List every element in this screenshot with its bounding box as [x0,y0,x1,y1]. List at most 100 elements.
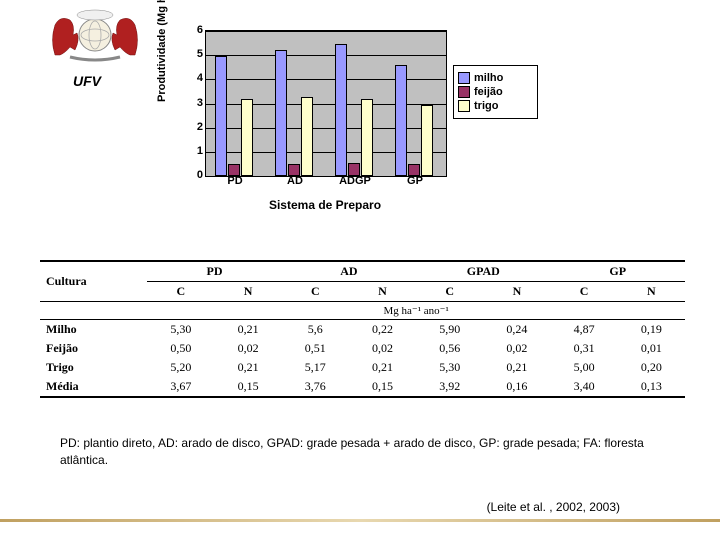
table-group-header: PD [147,261,281,282]
table-cell: 0,02 [483,339,550,358]
logo-area: UFV [25,5,155,90]
x-tick: PD [205,175,265,195]
productivity-chart: Produtividade (Mg h⁻¹) 0123456 PDADADGPG… [165,20,535,220]
legend-item: feijão [458,86,533,98]
bar [348,163,360,176]
table-subcol-header: N [349,282,416,302]
bar [335,44,347,176]
table-row-label: Feijão [40,339,147,358]
table-cell: 3,92 [416,377,483,397]
bar-group [335,44,377,176]
y-tick: 0 [197,169,203,181]
bar [301,97,313,176]
legend-swatch [458,100,470,112]
table-subcol-header: C [551,282,618,302]
y-tick: 3 [197,97,203,109]
table-cell: 0,21 [214,358,281,377]
table-row: Milho5,300,215,60,225,900,244,870,19 [40,320,685,340]
legend-item: milho [458,72,533,84]
logo-label: UFV [73,73,101,89]
bar-group [215,56,257,176]
table-cell: 0,16 [483,377,550,397]
legend-label: trigo [474,100,498,112]
chart-plot-area [205,30,447,177]
table-subcol-header: N [214,282,281,302]
bar [275,50,287,176]
chart-x-axis: PDADADGPGP [205,175,445,195]
y-tick: 2 [197,121,203,133]
table-cell: 0,21 [349,358,416,377]
table-row: Feijão0,500,020,510,020,560,020,310,01 [40,339,685,358]
y-tick: 4 [197,72,203,84]
table-subcol-header: C [147,282,214,302]
table-cell: 0,22 [349,320,416,340]
table-row: Média3,670,153,760,153,920,163,400,13 [40,377,685,397]
table-group-header: GP [551,261,686,282]
y-tick: 6 [197,24,203,36]
table-row-label: Média [40,377,147,397]
bar [361,99,373,176]
table-subcol-header: N [618,282,685,302]
table-cell: 0,21 [483,358,550,377]
citation: (Leite et al. , 2002, 2003) [487,500,620,514]
y-tick: 1 [197,145,203,157]
table-cell: 3,40 [551,377,618,397]
table-cell: 0,13 [618,377,685,397]
table-subcol-header: N [483,282,550,302]
table-subcol-header: C [282,282,349,302]
legend-item: trigo [458,100,533,112]
table-row-label: Trigo [40,358,147,377]
x-tick: GP [385,175,445,195]
table-empty-cell [40,302,147,320]
table-cell: 4,87 [551,320,618,340]
table-cell: 5,00 [551,358,618,377]
table-cell: 5,90 [416,320,483,340]
table-cell: 0,15 [214,377,281,397]
abbreviation-caption: PD: plantio direto, AD: arado de disco, … [60,435,660,469]
table-subcol-header: C [416,282,483,302]
legend-label: feijão [474,86,503,98]
bar [421,105,433,176]
chart-y-axis: 0123456 [190,30,205,175]
table-cell: 0,51 [282,339,349,358]
table-cell: 0,31 [551,339,618,358]
footer-decoration [0,519,720,522]
table-cell: 0,24 [483,320,550,340]
table-cell: 0,02 [214,339,281,358]
table-cell: 5,30 [147,320,214,340]
table-cell: 3,76 [282,377,349,397]
table-corner: Cultura [40,261,147,302]
legend-swatch [458,72,470,84]
ufv-crest [35,5,155,65]
table-cell: 0,15 [349,377,416,397]
table-cell: 5,20 [147,358,214,377]
table-group-header: AD [282,261,416,282]
table-cell: 5,30 [416,358,483,377]
x-tick: ADGP [325,175,385,195]
table-cell: 0,01 [618,339,685,358]
bar-group [395,65,437,176]
chart-legend: milho feijão trigo [453,65,538,119]
table-cell: 0,21 [214,320,281,340]
table-cell: 0,19 [618,320,685,340]
legend-label: milho [474,72,503,84]
table-cell: 0,56 [416,339,483,358]
bar-group [275,50,317,176]
table-group-header: GPAD [416,261,550,282]
table-cell: 0,20 [618,358,685,377]
chart-y-label: Produtividade (Mg h⁻¹) [155,0,168,102]
table-cell: 5,17 [282,358,349,377]
gridline [206,31,446,32]
bar [241,99,253,176]
table-unit-label: Mg ha⁻¹ ano⁻¹ [147,302,685,320]
table-cell: 0,50 [147,339,214,358]
chart-x-label: Sistema de Preparo [205,198,445,212]
legend-swatch [458,86,470,98]
table-cell: 5,6 [282,320,349,340]
table-cell: 0,02 [349,339,416,358]
bar [215,56,227,176]
culture-table: CulturaPDADGPADGPCNCNCNCNMg ha⁻¹ ano⁻¹Mi… [40,260,685,398]
table-row-label: Milho [40,320,147,340]
x-tick: AD [265,175,325,195]
table-row: Trigo5,200,215,170,215,300,215,000,20 [40,358,685,377]
